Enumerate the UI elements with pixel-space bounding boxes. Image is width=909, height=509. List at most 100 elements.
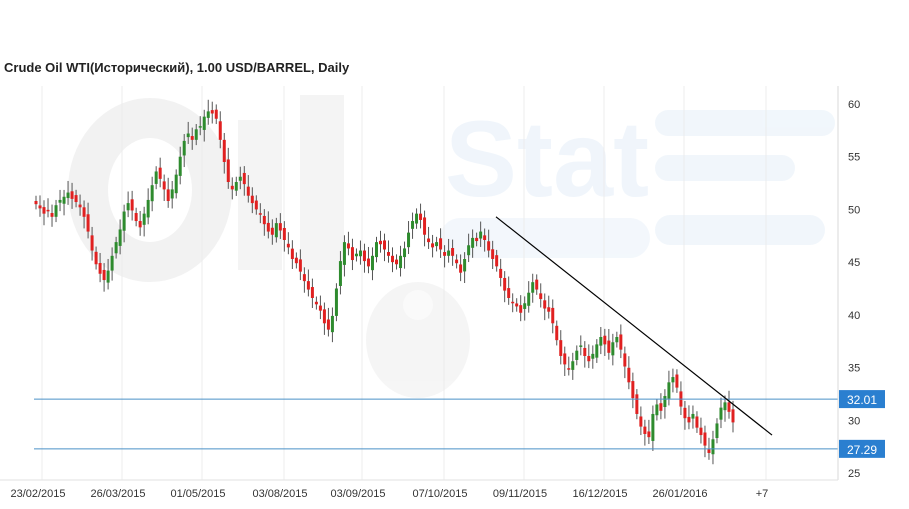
candle-body	[639, 416, 643, 427]
candle-body	[519, 305, 523, 313]
candle-body	[182, 140, 186, 156]
watermark-bar-3	[655, 215, 825, 245]
candle-body	[262, 215, 266, 225]
candle-body	[78, 204, 82, 208]
candle-body	[571, 361, 575, 370]
candle-body	[599, 336, 603, 346]
candle-body	[142, 213, 146, 225]
x-tick-label: 03/09/2015	[330, 488, 385, 500]
candle-body	[499, 268, 503, 278]
candle-body	[551, 307, 555, 324]
candle-body	[34, 200, 38, 205]
candle-body	[106, 270, 110, 283]
candle-body	[683, 407, 687, 419]
candle-body	[370, 255, 374, 271]
candle-body	[246, 186, 250, 196]
chart-title: Crude Oil WTI(Исторический), 1.00 USD/BA…	[4, 60, 350, 75]
candle-body	[643, 426, 647, 434]
candle-body	[515, 303, 519, 307]
candle-body	[543, 300, 547, 309]
candle-body	[455, 259, 459, 264]
candle-body	[711, 439, 715, 455]
candle-body	[350, 247, 354, 261]
candle-body	[503, 277, 507, 291]
candle-body	[715, 423, 719, 438]
y-tick-label: 35	[848, 363, 860, 375]
candle-body	[70, 191, 74, 199]
candle-body	[222, 139, 226, 162]
candle-body	[266, 222, 270, 232]
y-tick-label: 40	[848, 310, 860, 322]
candle-body	[334, 288, 338, 316]
watermark-text: Stat	[445, 98, 649, 219]
candle-body	[659, 403, 663, 411]
candle-body	[387, 252, 391, 256]
candle-body	[491, 249, 495, 259]
candle-body	[158, 167, 162, 179]
candle-body	[134, 213, 138, 222]
candle-body	[330, 315, 334, 333]
candle-body	[110, 255, 114, 271]
x-tick-label: 09/11/2015	[493, 488, 547, 500]
candle-body	[178, 156, 182, 176]
candle-body	[274, 223, 278, 238]
watermark-i-shape	[238, 120, 282, 270]
candle-body	[366, 258, 370, 267]
candle-body	[627, 367, 631, 383]
candle-body	[254, 200, 258, 210]
candle-body	[162, 181, 166, 190]
candle-body	[707, 449, 711, 453]
candle-body	[431, 243, 435, 248]
candle-body	[126, 203, 130, 211]
candle-body	[507, 288, 511, 298]
candle-body	[399, 255, 403, 269]
candle-body	[591, 353, 595, 359]
candle-body	[290, 248, 294, 259]
watermark-bar-2	[655, 155, 795, 181]
candle-body	[42, 207, 46, 214]
candle-body	[547, 307, 551, 312]
candle-body	[687, 416, 691, 423]
watermark: Stat	[68, 95, 835, 398]
candle-body	[46, 209, 50, 212]
candle-body	[451, 248, 455, 256]
candle-body	[298, 259, 302, 272]
candle-body	[318, 305, 322, 311]
candle-body	[114, 242, 118, 254]
candle-body	[190, 136, 194, 140]
level-label: 32.01	[847, 393, 877, 407]
candle-body	[166, 189, 170, 201]
candle-body	[691, 413, 695, 419]
candle-body	[723, 402, 727, 411]
x-tick-label: +7	[756, 488, 769, 500]
candle-body	[218, 121, 222, 140]
candle-body	[322, 309, 326, 324]
candle-body	[579, 345, 583, 347]
candle-body	[703, 432, 707, 446]
candle-body	[699, 427, 703, 436]
candle-body	[647, 431, 651, 438]
candle-body	[326, 319, 330, 330]
candle-body	[695, 416, 699, 428]
candle-body	[415, 213, 419, 224]
candle-body	[443, 252, 447, 256]
candle-body	[186, 133, 190, 138]
candle-body	[467, 245, 471, 256]
candle-body	[346, 243, 350, 249]
y-tick-label: 50	[848, 204, 860, 216]
candle-body	[62, 196, 66, 204]
y-tick-label: 25	[848, 468, 860, 480]
candle-body	[170, 189, 174, 199]
candle-body	[198, 126, 202, 128]
candle-body	[282, 227, 286, 241]
candle-body	[258, 213, 262, 215]
candle-body	[383, 240, 386, 250]
candle-body	[58, 199, 62, 203]
candle-body	[230, 185, 234, 190]
y-tick-label: 30	[848, 415, 860, 427]
candle-body	[194, 129, 198, 140]
candle-body	[675, 374, 679, 388]
candle-body	[118, 229, 122, 246]
axis-layer: 25 30 35 40 45 50 55 60 23/02/2015 26/03/2015 01/0…	[0, 86, 860, 500]
